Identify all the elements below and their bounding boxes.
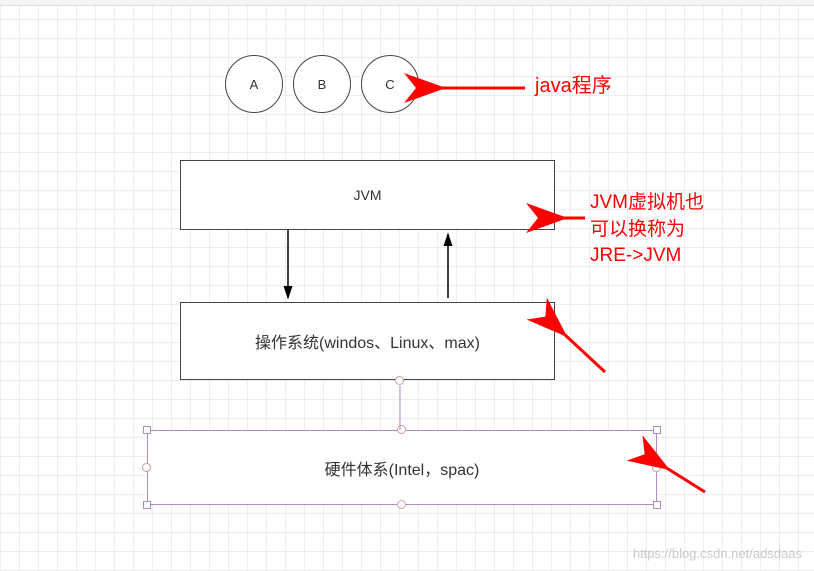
annotation-jvm-l1: JVM虚拟机也: [590, 190, 704, 217]
annotation-jvm: JVM虚拟机也 可以换称为 JRE->JVM: [590, 190, 704, 270]
node-a-label: A: [250, 77, 259, 92]
node-a[interactable]: A: [225, 55, 283, 113]
node-b-label: B: [318, 77, 327, 92]
node-c-label: C: [385, 77, 394, 92]
jvm-label: JVM: [354, 187, 382, 203]
node-c[interactable]: C: [361, 55, 419, 113]
selection-handle[interactable]: [143, 426, 151, 434]
os-label: 操作系统(windos、Linux、max): [255, 329, 480, 353]
hardware-box[interactable]: 硬件体系(Intel，spac): [147, 430, 657, 505]
annotation-java: java程序: [535, 72, 612, 100]
annotation-jvm-l3: JRE->JVM: [590, 243, 704, 270]
connector-handle[interactable]: [395, 376, 404, 385]
selection-handle-mid[interactable]: [652, 463, 661, 472]
jvm-box[interactable]: JVM: [180, 160, 555, 230]
annotation-jvm-l2: 可以换称为: [590, 217, 704, 244]
toolbar-strip: [0, 0, 814, 6]
selection-handle[interactable]: [653, 426, 661, 434]
selection-handle-mid[interactable]: [142, 463, 151, 472]
selection-handle-mid[interactable]: [397, 500, 406, 509]
node-b[interactable]: B: [293, 55, 351, 113]
selection-handle[interactable]: [653, 501, 661, 509]
annotation-java-text: java程序: [535, 75, 612, 97]
hardware-label: 硬件体系(Intel，spac): [325, 456, 480, 480]
os-box[interactable]: 操作系统(windos、Linux、max): [180, 302, 555, 380]
selection-handle-mid[interactable]: [397, 425, 406, 434]
watermark: https://blog.csdn.net/adsdaas: [633, 546, 802, 561]
selection-handle[interactable]: [143, 501, 151, 509]
